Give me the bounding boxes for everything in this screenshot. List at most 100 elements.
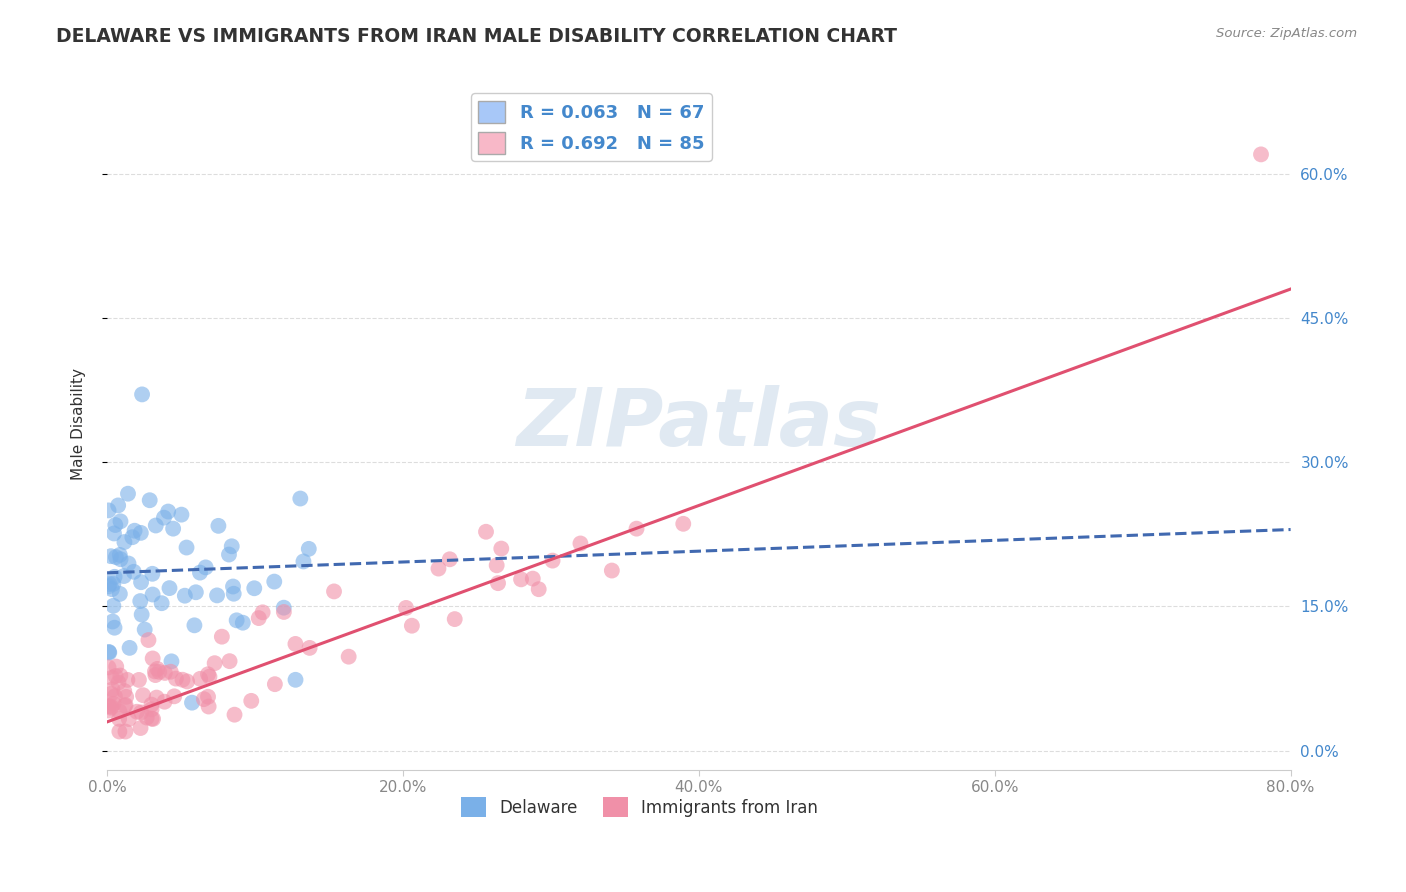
Text: ZIPatlas: ZIPatlas <box>516 384 882 463</box>
Point <box>527 582 550 597</box>
Point <box>142 712 165 726</box>
Point <box>193 692 215 706</box>
Point <box>101 582 124 597</box>
Point <box>626 522 648 536</box>
Point <box>145 518 167 533</box>
Point <box>198 670 221 684</box>
Point <box>148 665 170 679</box>
Point <box>153 510 176 524</box>
Point <box>100 700 122 714</box>
Point <box>197 690 219 704</box>
Point <box>118 712 141 726</box>
Point <box>224 707 246 722</box>
Point <box>243 581 266 595</box>
Point <box>112 535 135 549</box>
Point <box>439 552 461 566</box>
Point <box>194 560 217 574</box>
Point <box>108 548 131 562</box>
Point <box>290 491 312 506</box>
Point <box>117 557 139 571</box>
Point <box>491 541 513 556</box>
Point <box>101 615 124 629</box>
Point <box>211 630 233 644</box>
Point <box>110 514 132 528</box>
Point <box>221 539 243 553</box>
Point <box>108 724 131 739</box>
Point <box>128 673 150 687</box>
Point <box>103 570 125 584</box>
Point <box>181 696 204 710</box>
Point <box>105 659 128 673</box>
Point <box>273 605 295 619</box>
Point <box>273 600 295 615</box>
Point <box>240 694 263 708</box>
Point <box>108 712 131 726</box>
Point <box>103 697 125 711</box>
Point <box>172 673 194 687</box>
Point <box>131 387 153 401</box>
Point <box>100 699 122 714</box>
Point <box>135 710 157 724</box>
Point <box>145 668 167 682</box>
Point <box>176 541 198 555</box>
Point <box>110 668 132 682</box>
Point <box>114 698 136 712</box>
Point <box>141 698 163 712</box>
Point <box>162 522 184 536</box>
Point <box>475 524 498 539</box>
Point <box>117 673 139 687</box>
Point <box>100 687 122 701</box>
Point <box>115 690 138 704</box>
Point <box>323 584 346 599</box>
Point <box>232 615 254 630</box>
Point <box>107 675 129 690</box>
Point <box>100 549 122 564</box>
Point <box>98 577 121 591</box>
Point <box>114 724 136 739</box>
Point <box>129 575 152 590</box>
Point <box>395 601 418 615</box>
Point <box>522 572 544 586</box>
Point <box>142 588 165 602</box>
Point <box>298 541 321 556</box>
Point <box>103 576 125 591</box>
Point <box>97 699 120 714</box>
Point <box>225 613 247 627</box>
Point <box>101 671 124 685</box>
Point <box>197 699 219 714</box>
Point <box>114 698 136 713</box>
Point <box>112 569 135 583</box>
Point <box>1250 147 1272 161</box>
Point <box>97 660 120 674</box>
Point <box>125 705 148 719</box>
Point <box>184 585 207 599</box>
Point <box>110 552 132 566</box>
Point <box>141 566 163 581</box>
Point <box>541 553 564 567</box>
Point <box>108 704 131 718</box>
Point <box>97 579 120 593</box>
Point <box>104 550 127 565</box>
Point <box>165 672 187 686</box>
Point <box>486 576 509 591</box>
Point <box>170 508 193 522</box>
Point <box>176 674 198 689</box>
Point <box>153 695 176 709</box>
Point <box>141 702 163 716</box>
Point <box>104 518 127 533</box>
Point <box>218 548 240 562</box>
Point <box>146 662 169 676</box>
Point <box>103 526 125 541</box>
Point <box>600 564 623 578</box>
Point <box>204 656 226 670</box>
Point <box>510 573 533 587</box>
Point <box>138 493 160 508</box>
Point <box>159 581 181 595</box>
Point <box>118 640 141 655</box>
Point <box>104 690 127 704</box>
Point <box>160 654 183 668</box>
Point <box>117 486 139 500</box>
Point <box>132 688 155 702</box>
Point <box>218 654 240 668</box>
Point <box>103 599 125 613</box>
